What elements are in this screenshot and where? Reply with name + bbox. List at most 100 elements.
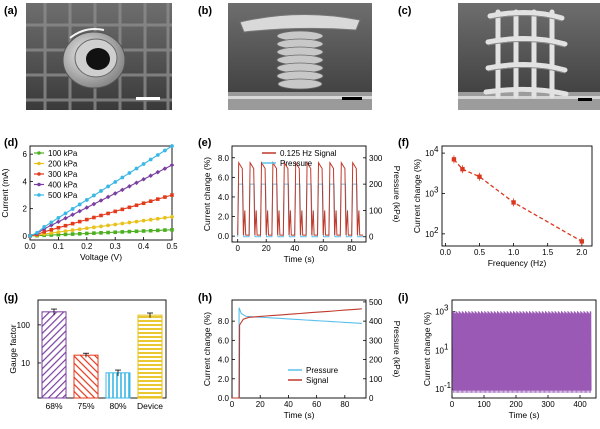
data-point xyxy=(85,217,89,222)
series-signal-line xyxy=(232,308,362,399)
panel-label-d: (d) xyxy=(4,137,18,149)
data-point xyxy=(163,215,167,220)
y2-tick-label: 100 xyxy=(369,206,383,215)
x-tick-label: 0 xyxy=(230,400,235,409)
data-point xyxy=(77,202,82,207)
plot-frame xyxy=(37,299,167,399)
data-point xyxy=(134,166,139,171)
data-point xyxy=(35,230,39,235)
data-point xyxy=(148,157,153,162)
x-tick-label: 60 xyxy=(319,244,328,253)
x-tick-label: 0 xyxy=(235,244,240,253)
plot-frame xyxy=(451,299,597,399)
y-tick-label: 6.0 xyxy=(218,173,230,182)
data-point xyxy=(163,195,167,199)
data-point xyxy=(156,228,160,233)
data-point xyxy=(56,219,61,225)
panel-label-i: (i) xyxy=(398,292,409,304)
bar xyxy=(73,354,99,399)
data-point xyxy=(148,217,153,222)
y-tick-label: 6.0 xyxy=(218,336,230,345)
micrograph-coil-pillar xyxy=(228,3,372,110)
data-point xyxy=(92,231,96,235)
x-tick-label: 0.5 xyxy=(474,248,486,257)
y2-tick-label: 200 xyxy=(369,356,383,365)
micrograph-woven-lattice xyxy=(458,3,600,110)
data-point xyxy=(148,199,153,203)
data-point xyxy=(141,229,146,233)
x-tick-label: 400 xyxy=(573,400,587,409)
data-point xyxy=(77,231,82,236)
y2-tick-label: 300 xyxy=(369,154,383,163)
data-point xyxy=(460,166,465,172)
data-point xyxy=(155,216,160,221)
x-axis-label: Time (s) xyxy=(509,410,540,420)
y-axis-label: Current change (%) xyxy=(202,312,212,386)
x-tick-label: 40 xyxy=(290,244,299,253)
data-point xyxy=(134,180,139,186)
series-signal-line xyxy=(237,160,364,236)
y-tick-label: 2.0 xyxy=(218,213,230,222)
data-point xyxy=(120,175,125,180)
legend-marker xyxy=(37,172,41,176)
data-point xyxy=(127,184,132,189)
bar xyxy=(41,311,67,399)
y-tick-label: 10 xyxy=(21,359,30,368)
y-axis-label: Current change (%) xyxy=(422,312,432,386)
data-point xyxy=(63,223,68,228)
micrograph-ring-structure xyxy=(26,3,172,110)
x-axis-label: Time (s) xyxy=(284,410,315,420)
data-point xyxy=(70,228,75,233)
y-tick-exponent: 3 xyxy=(444,304,449,313)
x-tick-label: 0.4 xyxy=(138,242,150,251)
data-point xyxy=(84,205,90,210)
legend-label: 300 kPa xyxy=(48,170,78,179)
x-axis-label: Voltage (V) xyxy=(80,252,122,262)
data-point xyxy=(162,166,168,171)
data-point xyxy=(112,191,118,196)
y-tick-label: 10 xyxy=(435,346,444,355)
data-point xyxy=(63,211,68,216)
data-point xyxy=(120,187,125,193)
plot-frame xyxy=(441,145,593,247)
data-point xyxy=(134,203,139,208)
y-axis-label: Current change (%) xyxy=(202,157,212,231)
y-tick-label: 0.0 xyxy=(218,394,230,403)
series-pressure-line xyxy=(232,307,362,399)
legend-marker xyxy=(37,193,41,197)
data-point xyxy=(113,180,118,184)
bar xyxy=(105,372,131,399)
x-tick-label: 0.0 xyxy=(24,242,36,251)
y-tick-label: 6 xyxy=(23,150,28,159)
data-point xyxy=(98,198,104,203)
data-point xyxy=(170,227,174,232)
data-point xyxy=(170,214,174,219)
panel-label-h: (h) xyxy=(198,292,212,304)
data-point xyxy=(99,213,103,218)
data-point xyxy=(56,216,61,220)
series-line xyxy=(453,158,583,242)
x-tick-label: 80 xyxy=(340,400,349,409)
y-tick-label: 10 xyxy=(435,385,444,394)
x-tick-label: 2.0 xyxy=(576,248,588,257)
y2-tick-label: 400 xyxy=(369,317,383,326)
x-tick-label: 100 xyxy=(477,400,491,409)
data-point xyxy=(56,230,61,234)
chart-h-step-response: 0 20 40 60 80 0.0 2.0 4.0 6.0 8.0 0 100 200 300 400 500… xyxy=(202,298,402,420)
data-point xyxy=(141,201,146,206)
y-tick-label: 10 xyxy=(425,149,434,158)
y-tick-label: 4 xyxy=(23,177,28,186)
data-point xyxy=(170,193,174,197)
data-point xyxy=(92,193,96,198)
data-point xyxy=(56,232,61,237)
x-tick-label: 20 xyxy=(256,400,265,409)
bar xyxy=(137,314,163,399)
data-point xyxy=(84,226,89,231)
scale-bar xyxy=(342,97,362,100)
panel-label-e: (e) xyxy=(198,137,212,149)
x-tick-label: 80 xyxy=(347,244,356,253)
data-point xyxy=(127,205,132,210)
